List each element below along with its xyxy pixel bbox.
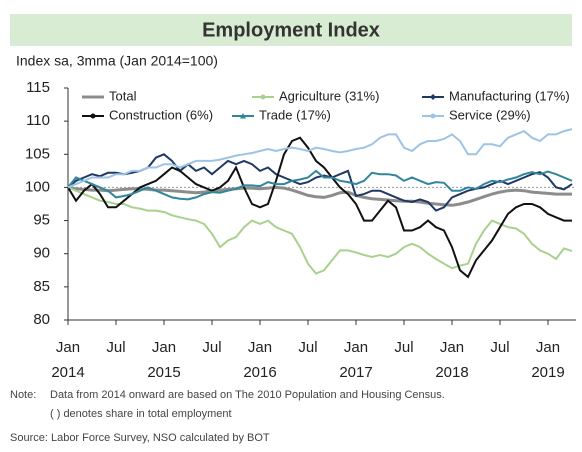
- x-tick-label: Jul: [202, 339, 221, 356]
- x-tick-label: Jul: [394, 339, 413, 356]
- x-tick-label: Jan: [152, 339, 176, 356]
- chart-subtitle: Index sa, 3mma (Jan 2014=100): [16, 53, 218, 69]
- y-tick-label: 110: [26, 112, 50, 129]
- y-tick-label: 85: [33, 278, 50, 295]
- series-line: [67, 128, 573, 189]
- legend-label: Trade (17%): [259, 107, 331, 122]
- y-tick-label: 95: [33, 212, 50, 229]
- note-text: ( ) denotes share in total employment: [50, 408, 232, 420]
- legend-marker: [430, 94, 436, 100]
- y-tick-label: 80: [33, 311, 50, 328]
- x-tick-label: Jan: [440, 339, 464, 356]
- note-label: Note:: [10, 389, 36, 401]
- legend-marker: [430, 113, 436, 119]
- legend-label: Service (29%): [449, 107, 531, 122]
- y-tick-label: 115: [26, 79, 50, 96]
- series-line: [67, 136, 572, 279]
- x-tick-label: Jan: [536, 339, 560, 356]
- x-year-label: 2019: [531, 364, 564, 381]
- series-line: [67, 169, 573, 201]
- note-text: Data from 2014 onward are based on The 2…: [50, 389, 445, 401]
- series-line: [67, 186, 573, 275]
- legend-marker: [240, 113, 246, 119]
- x-year-label: 2016: [243, 364, 276, 381]
- legend-label: Total: [109, 88, 137, 103]
- legend-marker: [260, 94, 266, 100]
- source: Source: Labor Force Survey, NSO calculat…: [10, 432, 270, 444]
- x-year-label: 2015: [147, 364, 180, 381]
- x-tick-label: Jul: [298, 339, 317, 356]
- chart-title: Employment Index: [202, 19, 380, 41]
- x-tick-label: Jan: [56, 339, 80, 356]
- title-bar: [10, 14, 572, 46]
- legend-label: Manufacturing (17%): [449, 88, 570, 103]
- x-year-label: 2018: [435, 364, 468, 381]
- legend-label: Construction (6%): [109, 107, 213, 122]
- legend-marker: [90, 113, 96, 119]
- series-line: [67, 153, 573, 212]
- y-tick-label: 90: [33, 245, 50, 262]
- x-year-label: 2017: [339, 364, 372, 381]
- x-year-label: 2014: [51, 364, 84, 381]
- x-tick-label: Jan: [344, 339, 368, 356]
- legend-label: Agriculture (31%): [279, 88, 379, 103]
- y-tick-label: 105: [25, 145, 50, 162]
- x-tick-label: Jan: [248, 339, 272, 356]
- y-tick-label: 100: [25, 178, 50, 195]
- x-tick-label: Jul: [490, 339, 509, 356]
- x-tick-label: Jul: [106, 339, 125, 356]
